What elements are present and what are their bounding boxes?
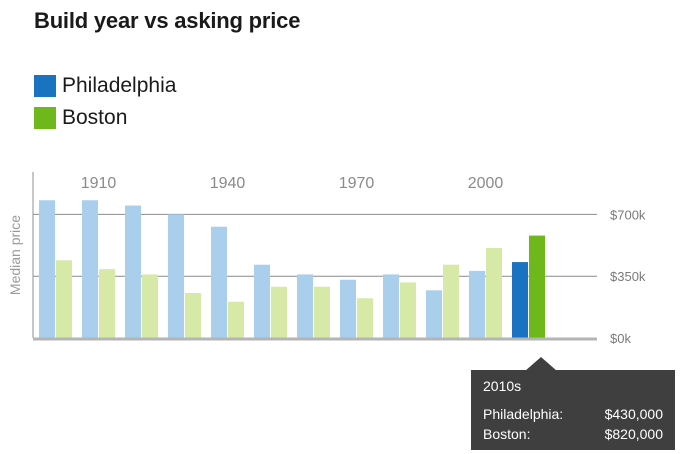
legend-label-philadelphia: Philadelphia (62, 74, 177, 97)
bar-boston-1920s (142, 274, 158, 338)
bar-boston-1990s (443, 264, 459, 338)
legend: Philadelphia Boston (34, 70, 176, 134)
x-tick-label: 1910 (81, 175, 117, 192)
bar-philadelphia-1920s (125, 205, 141, 338)
bar-philadelphia-1970s (340, 279, 356, 338)
x-tick-label: 2000 (468, 175, 504, 192)
bar-boston-1980s (400, 282, 416, 338)
bar-philadelphia-1910s (82, 200, 98, 338)
bar-boston-1940s (228, 301, 244, 338)
x-tick-label: 1940 (210, 175, 246, 192)
tooltip-label-boston: Boston: (483, 426, 531, 442)
legend-item-philadelphia[interactable]: Philadelphia (34, 70, 176, 102)
tooltip-value-philadelphia: $430,000 (604, 406, 663, 422)
bar-philadelphia-1980s (383, 274, 399, 338)
bar-philadelphia-1990s (426, 290, 442, 338)
legend-swatch-philadelphia (34, 75, 56, 97)
y-tick-label: $350k (610, 269, 646, 284)
bar-philadelphia-1950s (254, 264, 270, 338)
y-axis-label: Median price (7, 215, 23, 295)
bar-boston-2000s (486, 247, 502, 338)
bar-philadelphia-2010s (512, 262, 528, 338)
legend-item-boston[interactable]: Boston (34, 102, 176, 134)
bar-philadelphia-1940s (211, 226, 227, 338)
bar-philadelphia-1960s (297, 274, 313, 338)
bar-philadelphia-2000s (469, 270, 485, 338)
bar-boston-1970s (357, 298, 373, 338)
y-tick-label: $700k (610, 207, 646, 222)
y-tick-label: $0k (610, 331, 631, 346)
chart-title: Build year vs asking price (34, 8, 301, 33)
tooltip-row-philadelphia: Philadelphia: $430,000 (483, 406, 663, 422)
tooltip-row-boston: Boston: $820,000 (483, 426, 663, 442)
tooltip-arrow (525, 357, 557, 371)
bar-boston-2010s (529, 235, 545, 338)
bar-boston-1960s (314, 286, 330, 338)
tooltip-label-philadelphia: Philadelphia: (483, 406, 564, 422)
bar-boston-1910s (99, 269, 115, 338)
bar-boston-1930s (185, 292, 201, 338)
tooltip-heading: 2010s (483, 378, 522, 394)
bar-philadelphia-1930s (168, 214, 184, 338)
legend-label-boston: Boston (62, 106, 128, 129)
bar-philadelphia-1900s (39, 200, 55, 338)
legend-swatch-boston (34, 107, 56, 129)
tooltip: 2010s Philadelphia: $430,000 Boston: $82… (471, 357, 675, 450)
x-tick-label: 1970 (339, 175, 375, 192)
bar-boston-1950s (271, 286, 287, 338)
bar-boston-1900s (56, 260, 72, 338)
tooltip-value-boston: $820,000 (604, 426, 663, 442)
